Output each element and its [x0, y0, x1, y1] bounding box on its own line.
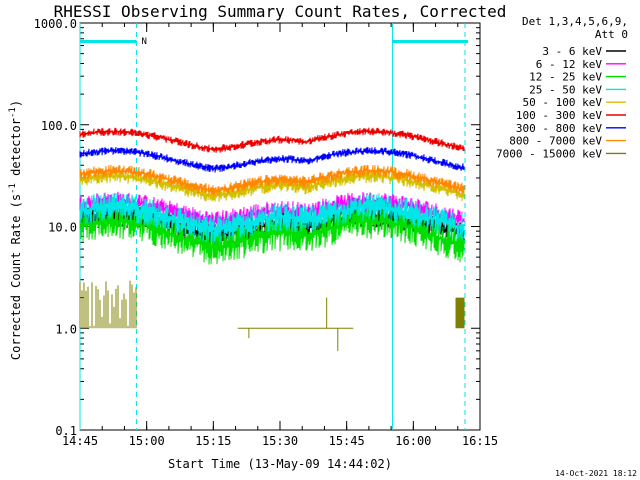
series-line: [79, 164, 465, 197]
night-flag-bar: [392, 40, 468, 43]
x-tick-label: 16:15: [462, 434, 498, 448]
x-tick-label: 16:00: [395, 434, 431, 448]
y-tick-label: 0.1: [55, 424, 77, 438]
legend-header-line1: Det 1,3,4,5,6,9,: [522, 15, 628, 28]
night-flag-bar: [80, 40, 137, 43]
x-tick-label: 14:45: [62, 434, 98, 448]
night-flag-label: N: [141, 37, 146, 47]
x-tick-label: 15:00: [129, 434, 165, 448]
y-tick-label: 1000.0: [34, 17, 77, 31]
plot-area: 1000.0 100.0 10.0 1.0 0.114:45 15:00 15:15 15:3…: [34, 17, 498, 448]
y-tick-label: 100.0: [41, 119, 77, 133]
legend-entry-label: 6 - 12 keV: [536, 58, 603, 71]
x-tick-label: 15:15: [195, 434, 231, 448]
y-axis-label: Corrected Count Rate (s-1 detector-1): [8, 100, 23, 360]
series-line: [79, 127, 465, 153]
series-line: [79, 192, 465, 244]
y-axis-label-part3: ): [9, 100, 23, 107]
series-line: [79, 147, 465, 173]
x-tick-label: 15:30: [262, 434, 298, 448]
y-tick-label: 1.0: [55, 322, 77, 336]
chart-title: RHESSI Observing Summary Count Rates, Co…: [54, 2, 507, 21]
legend-entry-label: 800 - 7000 keV: [509, 135, 602, 148]
x-tick-label: 15:45: [329, 434, 365, 448]
legend-entry-label: 100 - 300 keV: [516, 109, 602, 122]
y-axis-label-sup1: -1: [8, 183, 18, 194]
y-tick-label: 10.0: [48, 221, 77, 235]
legend-entry-label: 50 - 100 keV: [523, 96, 603, 109]
y-axis-label-part1: Corrected Count Rate (s: [9, 194, 23, 360]
legend-entry-label: 12 - 25 keV: [529, 71, 602, 84]
legend-entry-label: 3 - 6 keV: [542, 45, 602, 58]
x-axis-label: Start Time (13-May-09 14:44:02): [168, 457, 392, 471]
legend-entry-label: 7000 - 15000 keV: [496, 147, 602, 160]
legend-header-line2: Att 0: [595, 28, 628, 41]
legend-entry-label: 300 - 800 keV: [516, 122, 602, 135]
series-line: [79, 280, 465, 351]
legend-entry-label: 25 - 50 keV: [529, 83, 602, 96]
timestamp: 14-Oct-2021 18:12: [555, 469, 637, 478]
y-axis-label-part2: detector: [9, 118, 23, 183]
y-axis-label-sup2: -1: [8, 107, 18, 118]
